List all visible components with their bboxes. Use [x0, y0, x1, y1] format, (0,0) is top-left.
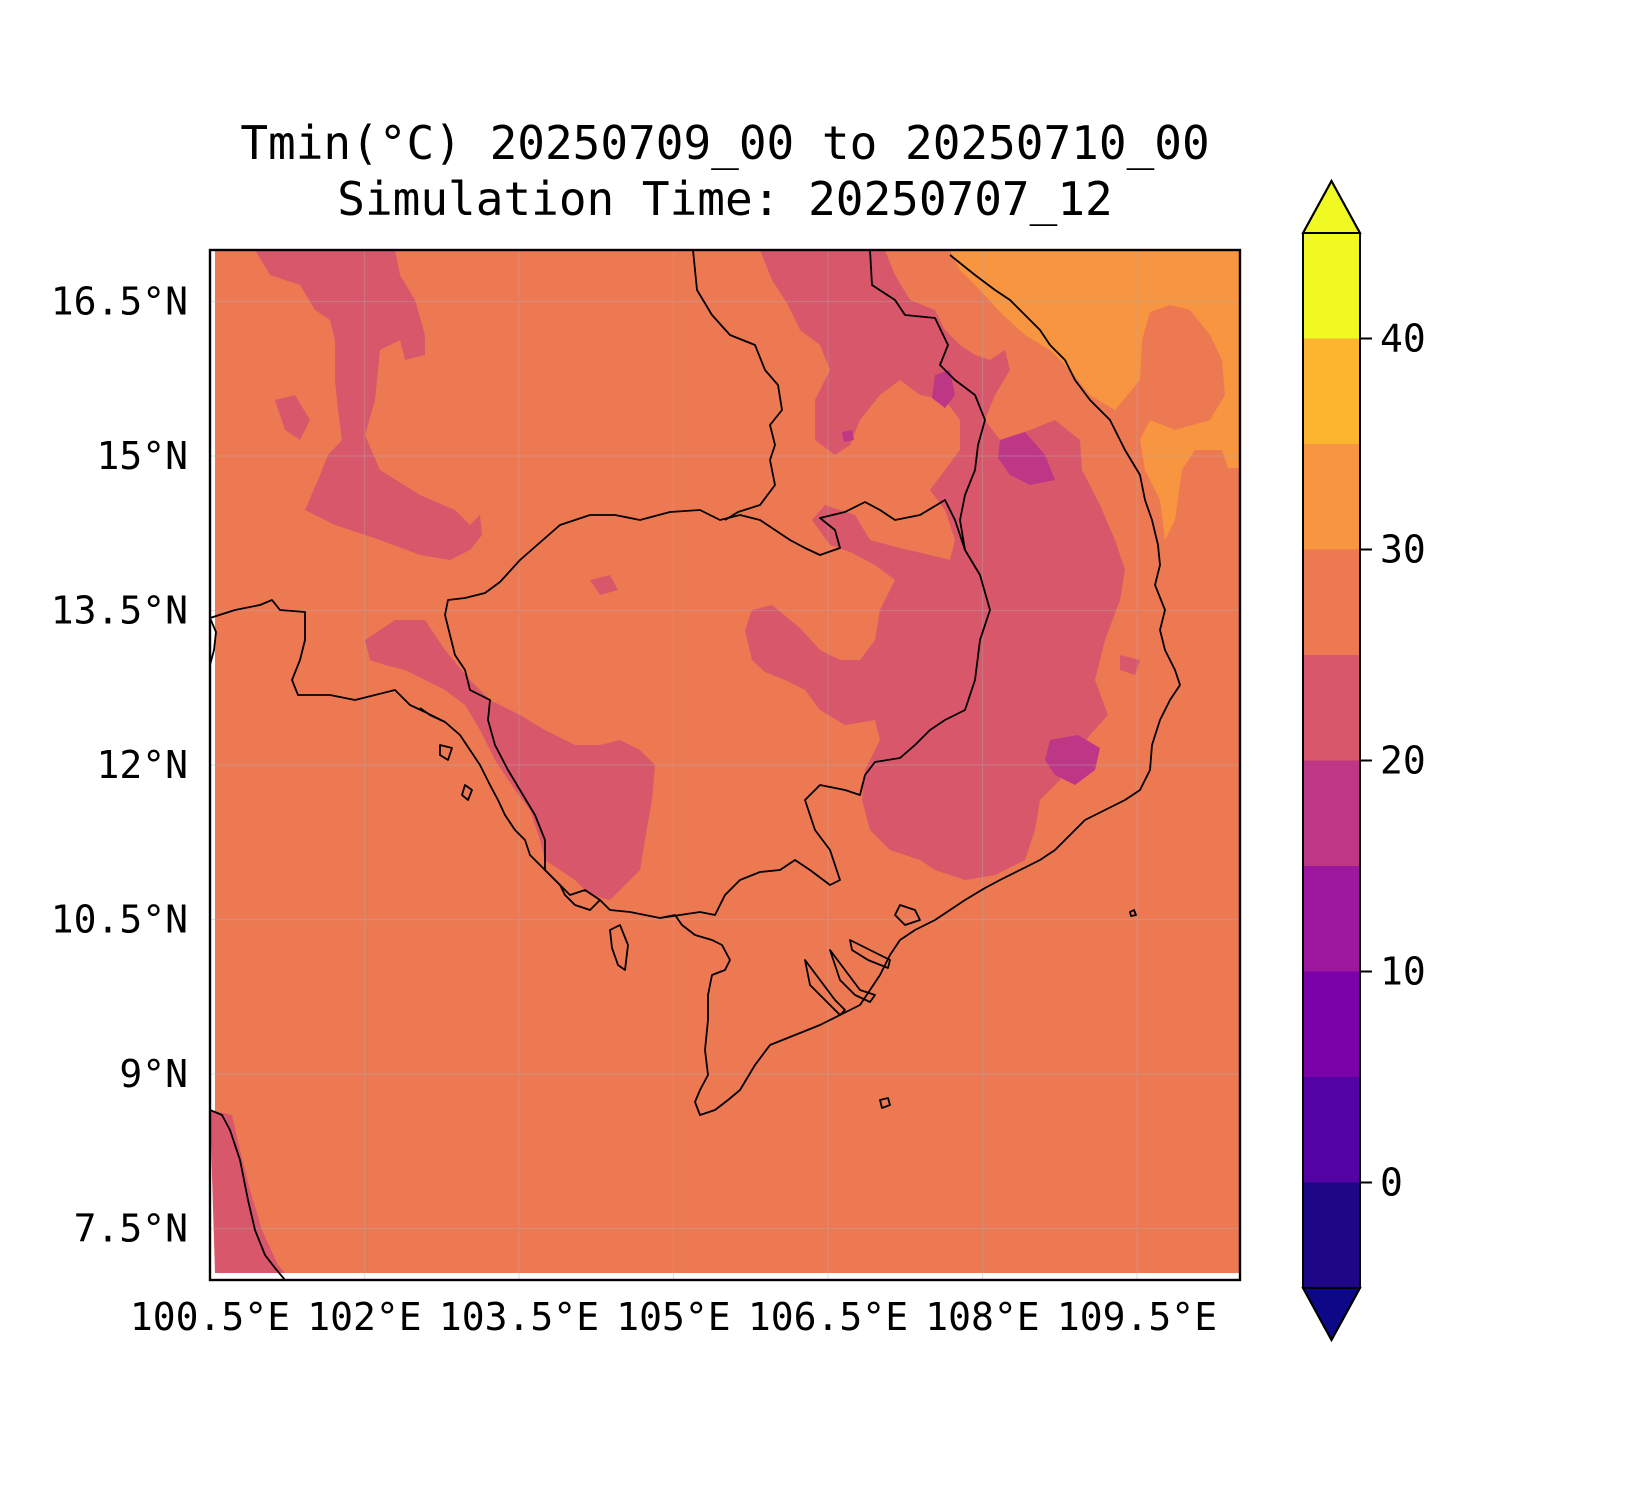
lon-tick-label: 100.5°E: [130, 1295, 290, 1339]
colorbar-tick-label: 20: [1380, 739, 1426, 783]
colorbar-outline: [1302, 178, 1361, 1343]
lat-tick-label: 12°N: [96, 743, 188, 787]
coastlines: [210, 254, 1181, 1280]
lat-tick-label: 13.5°N: [51, 589, 188, 633]
map-title-line-1: Tmin(°C) 20250709_00 to 20250710_00: [240, 116, 1210, 170]
lon-tick-label: 102°E: [307, 1295, 421, 1339]
country-borders: [210, 250, 991, 919]
field-edge-bottom: [210, 1273, 1240, 1280]
map-title-line-2: Simulation Time: 20250707_12: [337, 172, 1113, 226]
colorbar-segment: [1303, 338, 1360, 444]
colorbar-segment: [1303, 1077, 1360, 1183]
coast-malay-peninsula: [210, 1109, 286, 1280]
lon-tick-label: 106.5°E: [748, 1295, 908, 1339]
coast-vietnam: [934, 254, 1181, 921]
colorbar: 0 10 20 30 40: [1301, 178, 1426, 1343]
field-20-25-regions: [210, 250, 1140, 1273]
lon-tick-label: 108°E: [925, 1295, 1039, 1339]
field-15-20-patches: [842, 370, 1100, 785]
colorbar-extend-over: [1301, 178, 1362, 234]
colorbar-segment: [1303, 549, 1360, 655]
colorbar-tick-label: 30: [1380, 528, 1426, 572]
latitude-labels: 16.5°N 15°N 13.5°N 12°N 10.5°N 9°N 7.5°N: [51, 280, 188, 1251]
lat-tick-label: 7.5°N: [74, 1207, 188, 1251]
field-edge-left: [210, 250, 215, 1280]
coast-gulf-of-thailand: [419, 707, 601, 911]
colorbar-segment: [1303, 866, 1360, 972]
field-30-35-northeast: [950, 250, 1240, 540]
coast-mekong-delta: [659, 914, 936, 1116]
colorbar-segment: [1303, 233, 1360, 339]
colorbar-tick-label: 10: [1380, 950, 1426, 994]
gridlines: [210, 250, 1240, 1280]
colorbar-tick-label: 0: [1380, 1161, 1403, 1205]
border-thailand-myanmar-north: [210, 599, 446, 723]
colorbar-extend-under: [1301, 1287, 1362, 1343]
colorbar-segment: [1303, 760, 1360, 866]
colorbar-tick-label: 40: [1380, 317, 1426, 361]
colorbar-segment: [1303, 444, 1360, 550]
lat-tick-label: 9°N: [119, 1052, 188, 1096]
colorbar-segment: [1303, 655, 1360, 761]
border-thailand-laos: [692, 250, 783, 521]
lat-tick-label: 10.5°N: [51, 898, 188, 942]
lon-tick-label: 103.5°E: [439, 1295, 599, 1339]
colorbar-segment: [1303, 971, 1360, 1077]
lat-tick-label: 16.5°N: [51, 280, 188, 324]
lon-tick-label: 105°E: [616, 1295, 730, 1339]
border-laos-vietnam: [869, 250, 986, 551]
colorbar-segment: [1303, 1182, 1360, 1288]
longitude-labels: 100.5°E 102°E 103.5°E 105°E 106.5°E 108°E 109.…: [130, 1295, 1217, 1339]
map-panel: [210, 250, 1240, 1280]
lon-tick-label: 109.5°E: [1057, 1295, 1217, 1339]
map-frame: [208, 248, 1242, 1282]
coast-thailand-west: [210, 617, 217, 666]
lat-tick-label: 15°N: [96, 434, 188, 478]
border-cambodia: [444, 499, 991, 919]
